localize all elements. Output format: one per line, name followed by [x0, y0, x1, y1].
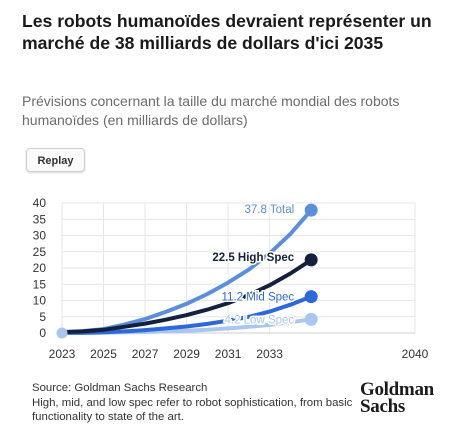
y-tick-label: 10 — [33, 294, 47, 308]
y-tick-label: 0 — [39, 326, 46, 340]
x-tick-label: 2029 — [173, 347, 200, 361]
goldman-sachs-logo: Goldman Sachs — [360, 379, 446, 417]
y-tick-label: 40 — [33, 196, 47, 210]
series-end-point — [304, 203, 318, 217]
x-tick-label: 2031 — [215, 347, 242, 361]
y-tick-label: 5 — [39, 310, 46, 324]
x-tick-label: 2025 — [90, 347, 117, 361]
series-value-label: 37.8 Total — [245, 204, 295, 216]
y-tick-label: 15 — [33, 277, 47, 291]
series-value-label: 11.2 Mid Spec — [222, 292, 295, 304]
series-line — [60, 294, 314, 335]
source-text: Source: Goldman Sachs Research — [32, 382, 208, 394]
series-value-label: 4.2 Low Spec — [224, 314, 294, 326]
y-tick-label: 35 — [33, 212, 47, 226]
series-value-label: 22.5 High Spec — [212, 252, 294, 264]
replay-button[interactable]: Replay — [26, 148, 85, 172]
x-tick-label: 2027 — [132, 347, 159, 361]
y-tick-label: 20 — [33, 261, 47, 275]
series-end-point — [304, 290, 318, 304]
grid-lines — [61, 202, 416, 334]
series-labels: 37.8 Total 22.5 High Spec 11.2 Mid Spec 4.2… — [211, 203, 296, 328]
series-end-point — [304, 253, 318, 267]
x-tick-label: 2023 — [49, 347, 76, 361]
y-tick-label: 25 — [33, 245, 47, 259]
logo-line-1: Goldman — [360, 379, 434, 400]
start-point — [56, 327, 68, 339]
chart-subtitle: Prévisions concernant la taille du march… — [22, 93, 400, 128]
series-line — [60, 257, 314, 335]
x-tick-label: 2033 — [256, 347, 283, 361]
y-tick-label: 30 — [33, 229, 47, 243]
logo-line-2: Sachs — [360, 396, 405, 417]
series-end-point — [304, 312, 318, 326]
spec-note-text: High, mid, and low spec refer to robot s… — [32, 396, 353, 424]
chart-source-note: Source: Goldman Sachs Research High, mid… — [32, 381, 362, 425]
chart-title: Les robots humanoïdes devraient représen… — [22, 11, 432, 53]
series-lines — [56, 203, 318, 339]
x-tick-label: 2040 — [402, 347, 429, 361]
